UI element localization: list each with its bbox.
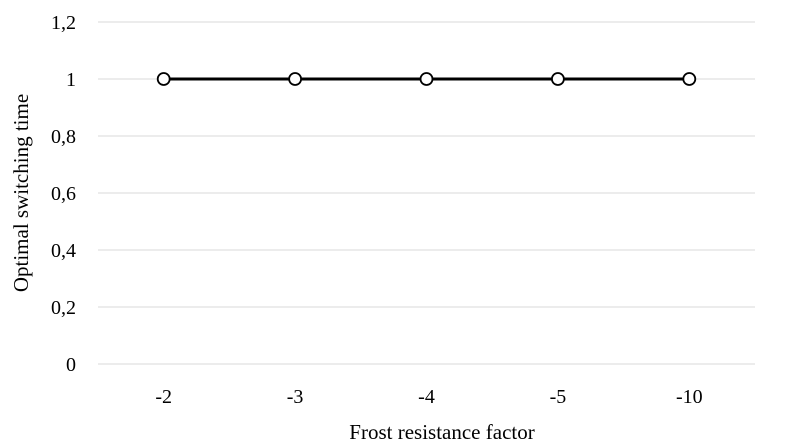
y-tick-label: 0,4 bbox=[51, 240, 76, 262]
data-point-marker bbox=[419, 72, 434, 86]
y-tick-label: 0,2 bbox=[51, 297, 76, 319]
x-tick-label: -2 bbox=[155, 386, 172, 408]
y-axis-title: Optimal switching time bbox=[9, 94, 33, 292]
x-tick-label: -5 bbox=[550, 386, 567, 408]
x-tick-labels: -2 -3 -4 -5 -10 bbox=[155, 386, 702, 408]
data-point-marker bbox=[682, 72, 697, 86]
series-group bbox=[156, 72, 697, 86]
x-axis-title: Frost resistance factor bbox=[349, 420, 534, 444]
x-tick-label: -4 bbox=[418, 386, 435, 408]
data-point-marker bbox=[551, 72, 565, 86]
x-tick-label: -10 bbox=[676, 386, 703, 408]
y-tick-labels: 0 0,2 0,4 0,6 0,8 1 1,2 bbox=[51, 12, 76, 376]
y-tick-label: 1 bbox=[66, 69, 76, 91]
y-tick-label: 0,6 bbox=[51, 183, 76, 205]
data-point-marker bbox=[156, 72, 171, 86]
y-tick-label: 0 bbox=[66, 354, 76, 376]
y-tick-label: 0,8 bbox=[51, 126, 76, 148]
data-point-marker bbox=[288, 72, 303, 86]
x-tick-label: -3 bbox=[287, 386, 304, 408]
y-tick-label: 1,2 bbox=[51, 12, 76, 34]
